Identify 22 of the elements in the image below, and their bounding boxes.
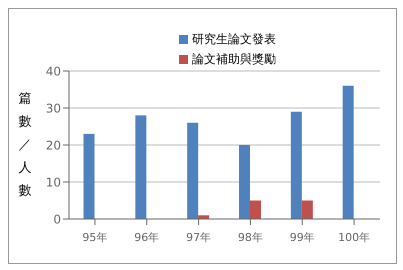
y-axis-title: 篇數／人數 <box>18 92 32 199</box>
bar <box>135 115 146 219</box>
bar <box>250 200 262 219</box>
bar <box>84 134 95 219</box>
x-tick-label: 100年 <box>338 230 370 244</box>
x-tick-label: 96年 <box>134 230 160 244</box>
bar <box>302 200 313 219</box>
bar <box>239 145 250 219</box>
x-tick-label: 98年 <box>238 230 263 244</box>
legend-label: 研究生論文發表 <box>192 32 276 46</box>
x-tick-label: 95年 <box>82 230 108 244</box>
x-tick-label: 99年 <box>290 230 315 244</box>
x-tick-label: 97年 <box>186 230 212 244</box>
legend-label: 論文補助與獎勵 <box>192 52 276 66</box>
y-tick-label: 30 <box>46 101 61 116</box>
y-tick-label: 20 <box>46 138 61 152</box>
bar <box>187 122 198 219</box>
y-tick-label: 10 <box>46 175 61 190</box>
y-tick-label: 40 <box>46 64 61 78</box>
bar <box>290 112 302 219</box>
y-tick-label: 0 <box>53 212 61 226</box>
bar <box>342 86 354 219</box>
